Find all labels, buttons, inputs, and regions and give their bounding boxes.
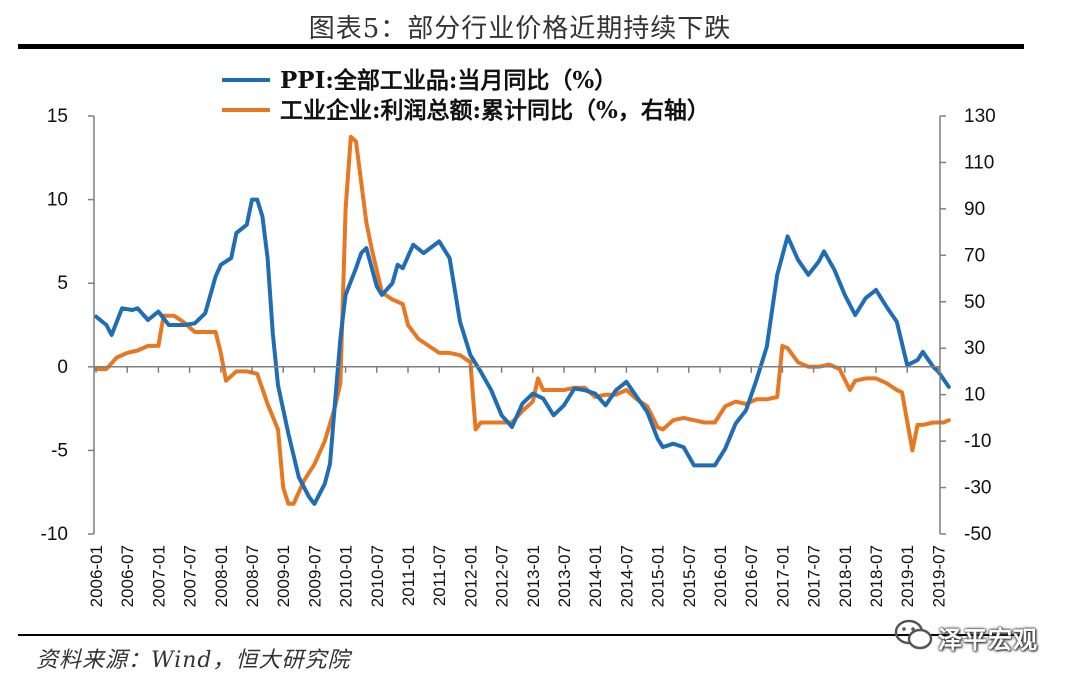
x-tick-label: 2017-07	[805, 545, 824, 607]
x-tick-label: 2010-01	[337, 545, 356, 607]
x-tick-label: 2007-01	[149, 545, 168, 607]
x-tick-label: 2016-07	[742, 545, 761, 607]
x-tick-label: 2013-01	[524, 545, 543, 607]
x-tick-label: 2018-01	[836, 545, 855, 607]
x-tick-label: 2015-01	[649, 545, 668, 607]
y-right-tick-label: 70	[964, 245, 985, 266]
y-left-tick-label: 15	[47, 106, 68, 127]
x-tick-label: 2014-07	[617, 545, 636, 607]
figure-title: 图表5：部分行业价格近期持续下跌	[308, 14, 732, 44]
x-tick-label: 2008-07	[243, 545, 262, 607]
bottom-rule	[18, 634, 1024, 636]
source-note: 资料来源：Wind，恒大研究院	[36, 648, 351, 673]
legend-label-ppi: PPI:全部工业品:当月同比（%）	[280, 67, 617, 94]
y-right-tick-label: 90	[964, 199, 985, 220]
y-left-tick-label: -10	[41, 524, 68, 545]
y-left-tick-label: 0	[57, 357, 68, 378]
x-tick-label: 2017-01	[773, 545, 792, 607]
x-tick-label: 2012-07	[493, 545, 512, 607]
y-right-tick-label: -30	[964, 478, 991, 499]
watermark: 泽平宏观	[894, 612, 1054, 658]
wechat-icon	[894, 619, 933, 650]
x-tick-label: 2009-07	[305, 545, 324, 607]
y-left-tick-label: -5	[51, 440, 68, 461]
x-tick-label: 2011-01	[399, 545, 418, 606]
x-tick-label: 2019-07	[929, 545, 948, 607]
legend-label-profit: 工业企业:利润总额:累计同比（%，右轴）	[280, 97, 710, 124]
y-right-tick-label: 30	[964, 338, 985, 359]
x-tick-label: 2014-01	[586, 545, 605, 607]
x-tick-label: 2006-01	[87, 545, 106, 607]
x-tick-label: 2009-01	[274, 545, 293, 607]
x-tick-label: 2012-01	[461, 545, 480, 607]
x-tick-label: 2013-07	[555, 545, 574, 607]
y-left-tick-label: 10	[47, 190, 68, 211]
x-tick-label: 2006-07	[118, 545, 137, 607]
top-rule	[18, 44, 1024, 49]
x-tick-label: 2019-01	[898, 545, 917, 607]
ppi-series-line	[94, 197, 951, 506]
x-tick-label: 2015-07	[680, 545, 699, 607]
y-right-tick-label: -10	[964, 431, 991, 452]
y-left-tick-label: 5	[57, 273, 68, 294]
watermark-text: 泽平宏观	[938, 626, 1038, 654]
y-right-tick-label: 50	[964, 292, 985, 313]
x-tick-label: 2018-07	[867, 545, 886, 607]
x-tick-label: 2011-07	[430, 545, 449, 606]
profit-series-line	[94, 134, 951, 506]
x-tick-label: 2007-07	[181, 545, 200, 607]
x-tick-label: 2008-01	[212, 545, 231, 607]
y-right-tick-label: 130	[964, 106, 996, 127]
y-right-tick-label: -50	[964, 524, 991, 545]
y-right-tick-label: 110	[964, 152, 994, 173]
x-tick-label: 2016-01	[711, 545, 730, 607]
y-right-tick-label: 10	[964, 385, 985, 406]
x-tick-label: 2010-07	[368, 545, 387, 607]
